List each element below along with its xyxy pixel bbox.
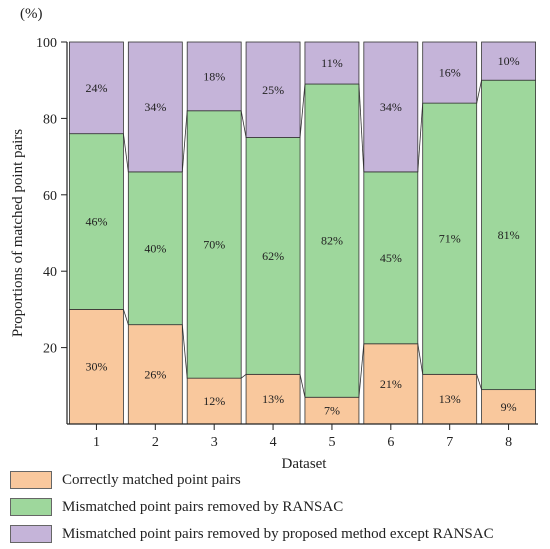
data-label-s1-d4: 62% (262, 249, 284, 263)
legend-item-proposed: Mismatched point pairs removed by propos… (10, 522, 494, 546)
connector-line-0-1 (123, 309, 129, 325)
x-tick-label-4: 4 (270, 435, 277, 450)
data-label-s2-d6: 34% (380, 100, 402, 114)
y-tick-label-40: 40 (43, 265, 57, 280)
data-label-s1-d5: 82% (321, 234, 343, 248)
data-label-s2-d8: 10% (498, 54, 520, 68)
data-label-s1-d3: 70% (203, 237, 225, 251)
legend: Correctly matched point pairs Mismatched… (10, 468, 494, 549)
legend-swatch-correct (10, 471, 52, 489)
bar-segment-s1-d2 (127, 171, 183, 326)
data-label-s2-d3: 18% (203, 69, 225, 83)
x-tick-label-7: 7 (446, 435, 453, 450)
y-tick-label-20: 20 (43, 342, 57, 357)
connector-line-0-7 (476, 374, 482, 390)
bar-segment-s2-d7 (422, 41, 478, 104)
x-tick-label-2: 2 (152, 435, 159, 450)
connector-line-0-5 (358, 343, 365, 398)
x-tick-label-1: 1 (93, 435, 100, 450)
x-tick-label-3: 3 (211, 435, 218, 450)
connector-line-0-6 (417, 343, 424, 375)
bar-segment-s1-d6 (363, 171, 419, 345)
y-tick-label-80: 80 (43, 112, 57, 127)
bar-segment-s0-d6 (363, 343, 419, 425)
data-label-s1-d2: 40% (144, 241, 166, 255)
connector-line-0-4 (299, 374, 306, 398)
data-label-s1-d1: 46% (85, 215, 107, 229)
connector-line-1-2 (181, 110, 188, 172)
legend-label-correct: Correctly matched point pairs (62, 471, 241, 488)
legend-swatch-proposed (10, 525, 52, 543)
connector-line-1-1 (123, 133, 129, 172)
unit-label: (%) (20, 6, 43, 22)
connector-line-1-6 (417, 103, 424, 172)
legend-item-correct: Correctly matched point pairs (10, 468, 494, 492)
bar-segment-s1-d4 (245, 137, 301, 375)
y-tick-label-100: 100 (36, 36, 57, 51)
connector-line-0-3 (240, 374, 247, 379)
x-tick-label-6: 6 (387, 435, 394, 450)
legend-label-ransac: Mismatched point pairs removed by RANSAC (62, 498, 344, 515)
data-label-s2-d1: 24% (85, 81, 107, 95)
data-label-s1-d7: 71% (439, 232, 461, 246)
bar-segment-s0-d7 (422, 373, 478, 425)
bar-segment-s2-d3 (186, 41, 242, 112)
bar-segment-s1-d1 (69, 133, 124, 310)
legend-swatch-ransac (10, 498, 52, 516)
connector-line-0-2 (181, 324, 188, 379)
legend-label-proposed: Mismatched point pairs removed by propos… (62, 525, 494, 542)
bar-segment-s2-d1 (69, 41, 124, 135)
data-label-s2-d2: 34% (144, 100, 166, 114)
data-label-s2-d4: 25% (262, 83, 284, 97)
legend-item-ransac: Mismatched point pairs removed by RANSAC (10, 495, 494, 519)
data-label-s0-d6: 21% (380, 377, 402, 391)
bar-segment-s2-d6 (363, 41, 419, 173)
data-label-s0-d8: 9% (501, 400, 517, 414)
data-label-s0-d3: 12% (203, 394, 225, 408)
connector-line-1-5 (358, 83, 365, 172)
data-label-s2-d7: 16% (439, 66, 461, 80)
y-tick-label-60: 60 (43, 189, 57, 204)
bar-segment-s1-d7 (422, 102, 478, 375)
y-axis-title: Proportions of matched point pairs (10, 129, 26, 337)
x-axis-title: Dataset (282, 456, 328, 472)
x-tick-label-5: 5 (328, 435, 335, 450)
data-label-s1-d8: 81% (498, 228, 520, 242)
data-label-s0-d5: 7% (324, 404, 340, 418)
bar-segment-s0-d4 (245, 373, 301, 425)
x-tick-label-8: 8 (505, 435, 512, 450)
bar-segment-s2-d4 (245, 41, 301, 138)
data-label-s0-d4: 13% (262, 392, 284, 406)
connector-line-1-4 (299, 83, 306, 138)
bar-segment-s0-d1 (69, 308, 124, 425)
data-label-s0-d2: 26% (144, 367, 166, 381)
data-label-s1-d6: 45% (380, 251, 402, 265)
data-label-s0-d7: 13% (439, 392, 461, 406)
bar-segment-s1-d8 (481, 79, 536, 391)
connector-line-1-7 (476, 80, 482, 104)
bar-segment-s2-d5 (304, 41, 360, 85)
bar-segment-s2-d2 (127, 41, 183, 173)
data-label-s2-d5: 11% (321, 56, 343, 70)
connector-line-1-3 (240, 110, 247, 138)
data-label-s0-d1: 30% (85, 360, 107, 374)
bar-segment-s0-d2 (127, 324, 183, 425)
bar-segment-s2-d8 (481, 41, 536, 81)
bar-segment-s1-d3 (186, 110, 242, 379)
